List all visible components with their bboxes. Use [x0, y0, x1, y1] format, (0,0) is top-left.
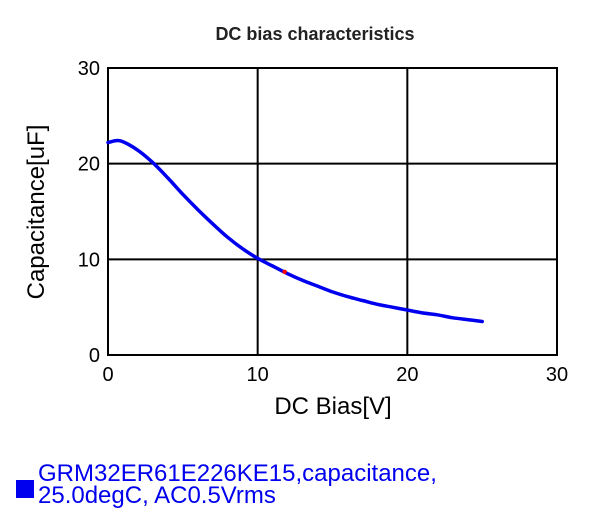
x-tick-label: 0: [102, 364, 113, 386]
y-tick-label: 10: [78, 249, 100, 271]
legend-label-line1: GRM32ER61E226KE15,capacitance,: [38, 460, 437, 487]
y-tick-label: 30: [78, 58, 100, 80]
tick-labels: 0 10 20 30 0 10 20 30: [78, 58, 568, 386]
y-axis-label: Capacitance[uF]: [23, 125, 50, 300]
x-axis-label: DC Bias[V]: [274, 393, 391, 420]
plot-frame: [107, 67, 558, 356]
x-tick-label: 10: [247, 364, 269, 386]
x-tick-label: 30: [546, 364, 568, 386]
grid: [107, 67, 558, 356]
series-marker: [282, 269, 287, 274]
y-tick-label: 0: [89, 345, 100, 367]
chart-title: DC bias characteristics: [215, 24, 414, 44]
series-layer: [106, 138, 484, 324]
legend-swatch: [16, 480, 34, 498]
x-tick-label: 20: [396, 364, 418, 386]
legend-label-line2: 25.0degC, AC0.5Vrms: [38, 482, 276, 509]
legend-label: GRM32ER61E226KE15,capacitance, 25.0degC,…: [38, 460, 437, 509]
y-tick-label: 20: [78, 154, 100, 176]
series-line: [106, 138, 484, 324]
